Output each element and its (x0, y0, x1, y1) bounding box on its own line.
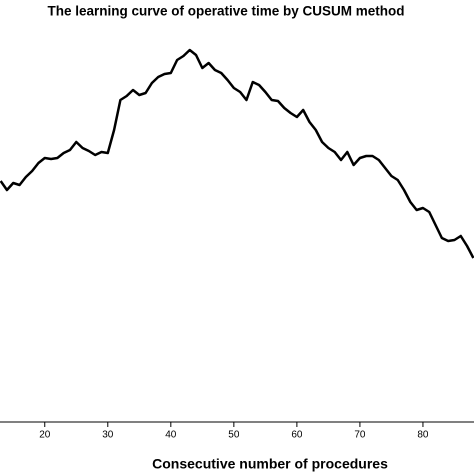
chart-title: The learning curve of operative time by … (47, 4, 404, 19)
x-tick-label: 20 (39, 430, 51, 441)
x-tick-label: 50 (228, 430, 240, 441)
line-series (0, 48, 474, 259)
x-tick-label: 30 (102, 430, 114, 441)
x-axis-label: Consecutive number of procedures (152, 456, 388, 472)
x-tick-label: 40 (165, 430, 177, 441)
x-tick-label: 80 (417, 430, 429, 441)
x-tick-label: 60 (291, 430, 303, 441)
x-tick-label: 70 (354, 430, 366, 441)
